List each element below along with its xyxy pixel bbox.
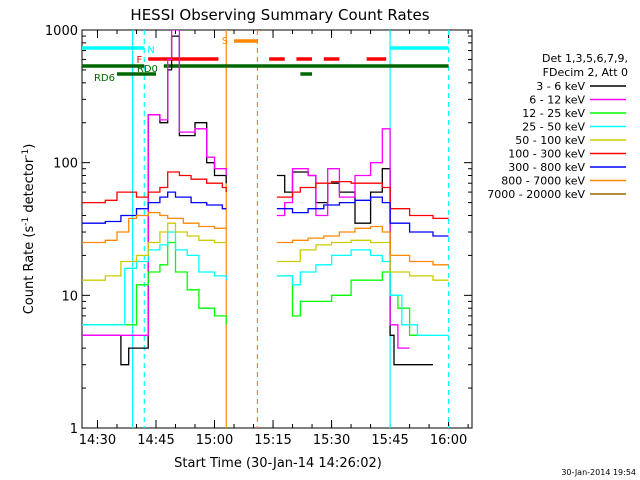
series-line-6 bbox=[82, 191, 449, 237]
timestamp: 30-Jan-2014 19:54 bbox=[561, 468, 636, 477]
legend-label: 12 - 25 keV bbox=[522, 107, 585, 120]
series-line-4 bbox=[82, 222, 449, 281]
series-line-1 bbox=[82, 30, 410, 349]
series-line-3 bbox=[82, 231, 449, 336]
chart-title: HESSI Observing Summary Count Rates bbox=[130, 6, 429, 24]
y-tick-label: 1000 bbox=[45, 24, 78, 39]
y-tick-label: 100 bbox=[53, 157, 78, 172]
legend-label: 7000 - 20000 keV bbox=[487, 188, 585, 201]
legend-header-2: FDecim 2, Att 0 bbox=[543, 66, 628, 79]
x-tick-label: 15:45 bbox=[371, 433, 408, 448]
plot-area bbox=[82, 30, 450, 428]
legend-header-1: Det 1,3,5,6,7,9, bbox=[542, 52, 628, 65]
legend-label: 25 - 50 keV bbox=[522, 121, 585, 134]
series-line-7 bbox=[82, 211, 449, 266]
flag-label: RD0 bbox=[137, 64, 158, 75]
y-label-sup1: -1 bbox=[21, 217, 31, 226]
plot-frame bbox=[81, 29, 473, 429]
legend-label: 3 - 6 keV bbox=[536, 80, 585, 93]
y-label-main: Count Rate (s bbox=[22, 226, 37, 315]
x-tick-label: 15:15 bbox=[254, 433, 291, 448]
series-line-5 bbox=[82, 171, 449, 220]
y-axis: 1 10 100 1000 bbox=[45, 24, 472, 437]
y-label-sup2: -1 bbox=[21, 149, 31, 158]
legend-label: 300 - 800 keV bbox=[508, 161, 585, 174]
x-tick-label: 15:00 bbox=[196, 433, 233, 448]
x-axis: 14:30 14:45 15:00 15:15 15:30 15:45 16:00 bbox=[79, 30, 469, 448]
flag-label: RD6 bbox=[94, 73, 115, 84]
y-tick-label: 1 bbox=[70, 422, 78, 437]
legend-label: 50 - 100 keV bbox=[515, 134, 585, 147]
x-tick-label: 14:30 bbox=[79, 433, 116, 448]
x-axis-label: Start Time (30-Jan-14 14:26:02) bbox=[174, 456, 382, 471]
flag-labels: NF S RD0 RD6 bbox=[94, 36, 228, 84]
series-lines bbox=[82, 30, 449, 366]
x-tick-label: 16:00 bbox=[430, 433, 467, 448]
flag-label: F bbox=[137, 55, 143, 66]
x-tick-label: 15:30 bbox=[313, 433, 350, 448]
legend: Det 1,3,5,6,7,9, FDecim 2, Att 0 3 - 6 k… bbox=[487, 52, 628, 201]
y-label-end: ) bbox=[22, 144, 37, 149]
x-tick-label: 14:45 bbox=[137, 433, 174, 448]
y-label-mid: detector bbox=[22, 157, 37, 217]
legend-label: 100 - 300 keV bbox=[508, 148, 585, 161]
flag-label: N bbox=[147, 45, 154, 56]
flag-label: S bbox=[222, 36, 228, 47]
y-axis-label: Count Rate (s-1 detector-1) bbox=[21, 144, 37, 315]
legend-label: 6 - 12 keV bbox=[529, 94, 585, 107]
flag-bars bbox=[82, 39, 449, 76]
y-tick-label: 10 bbox=[61, 289, 78, 304]
legend-label: 800 - 7000 keV bbox=[501, 175, 585, 188]
